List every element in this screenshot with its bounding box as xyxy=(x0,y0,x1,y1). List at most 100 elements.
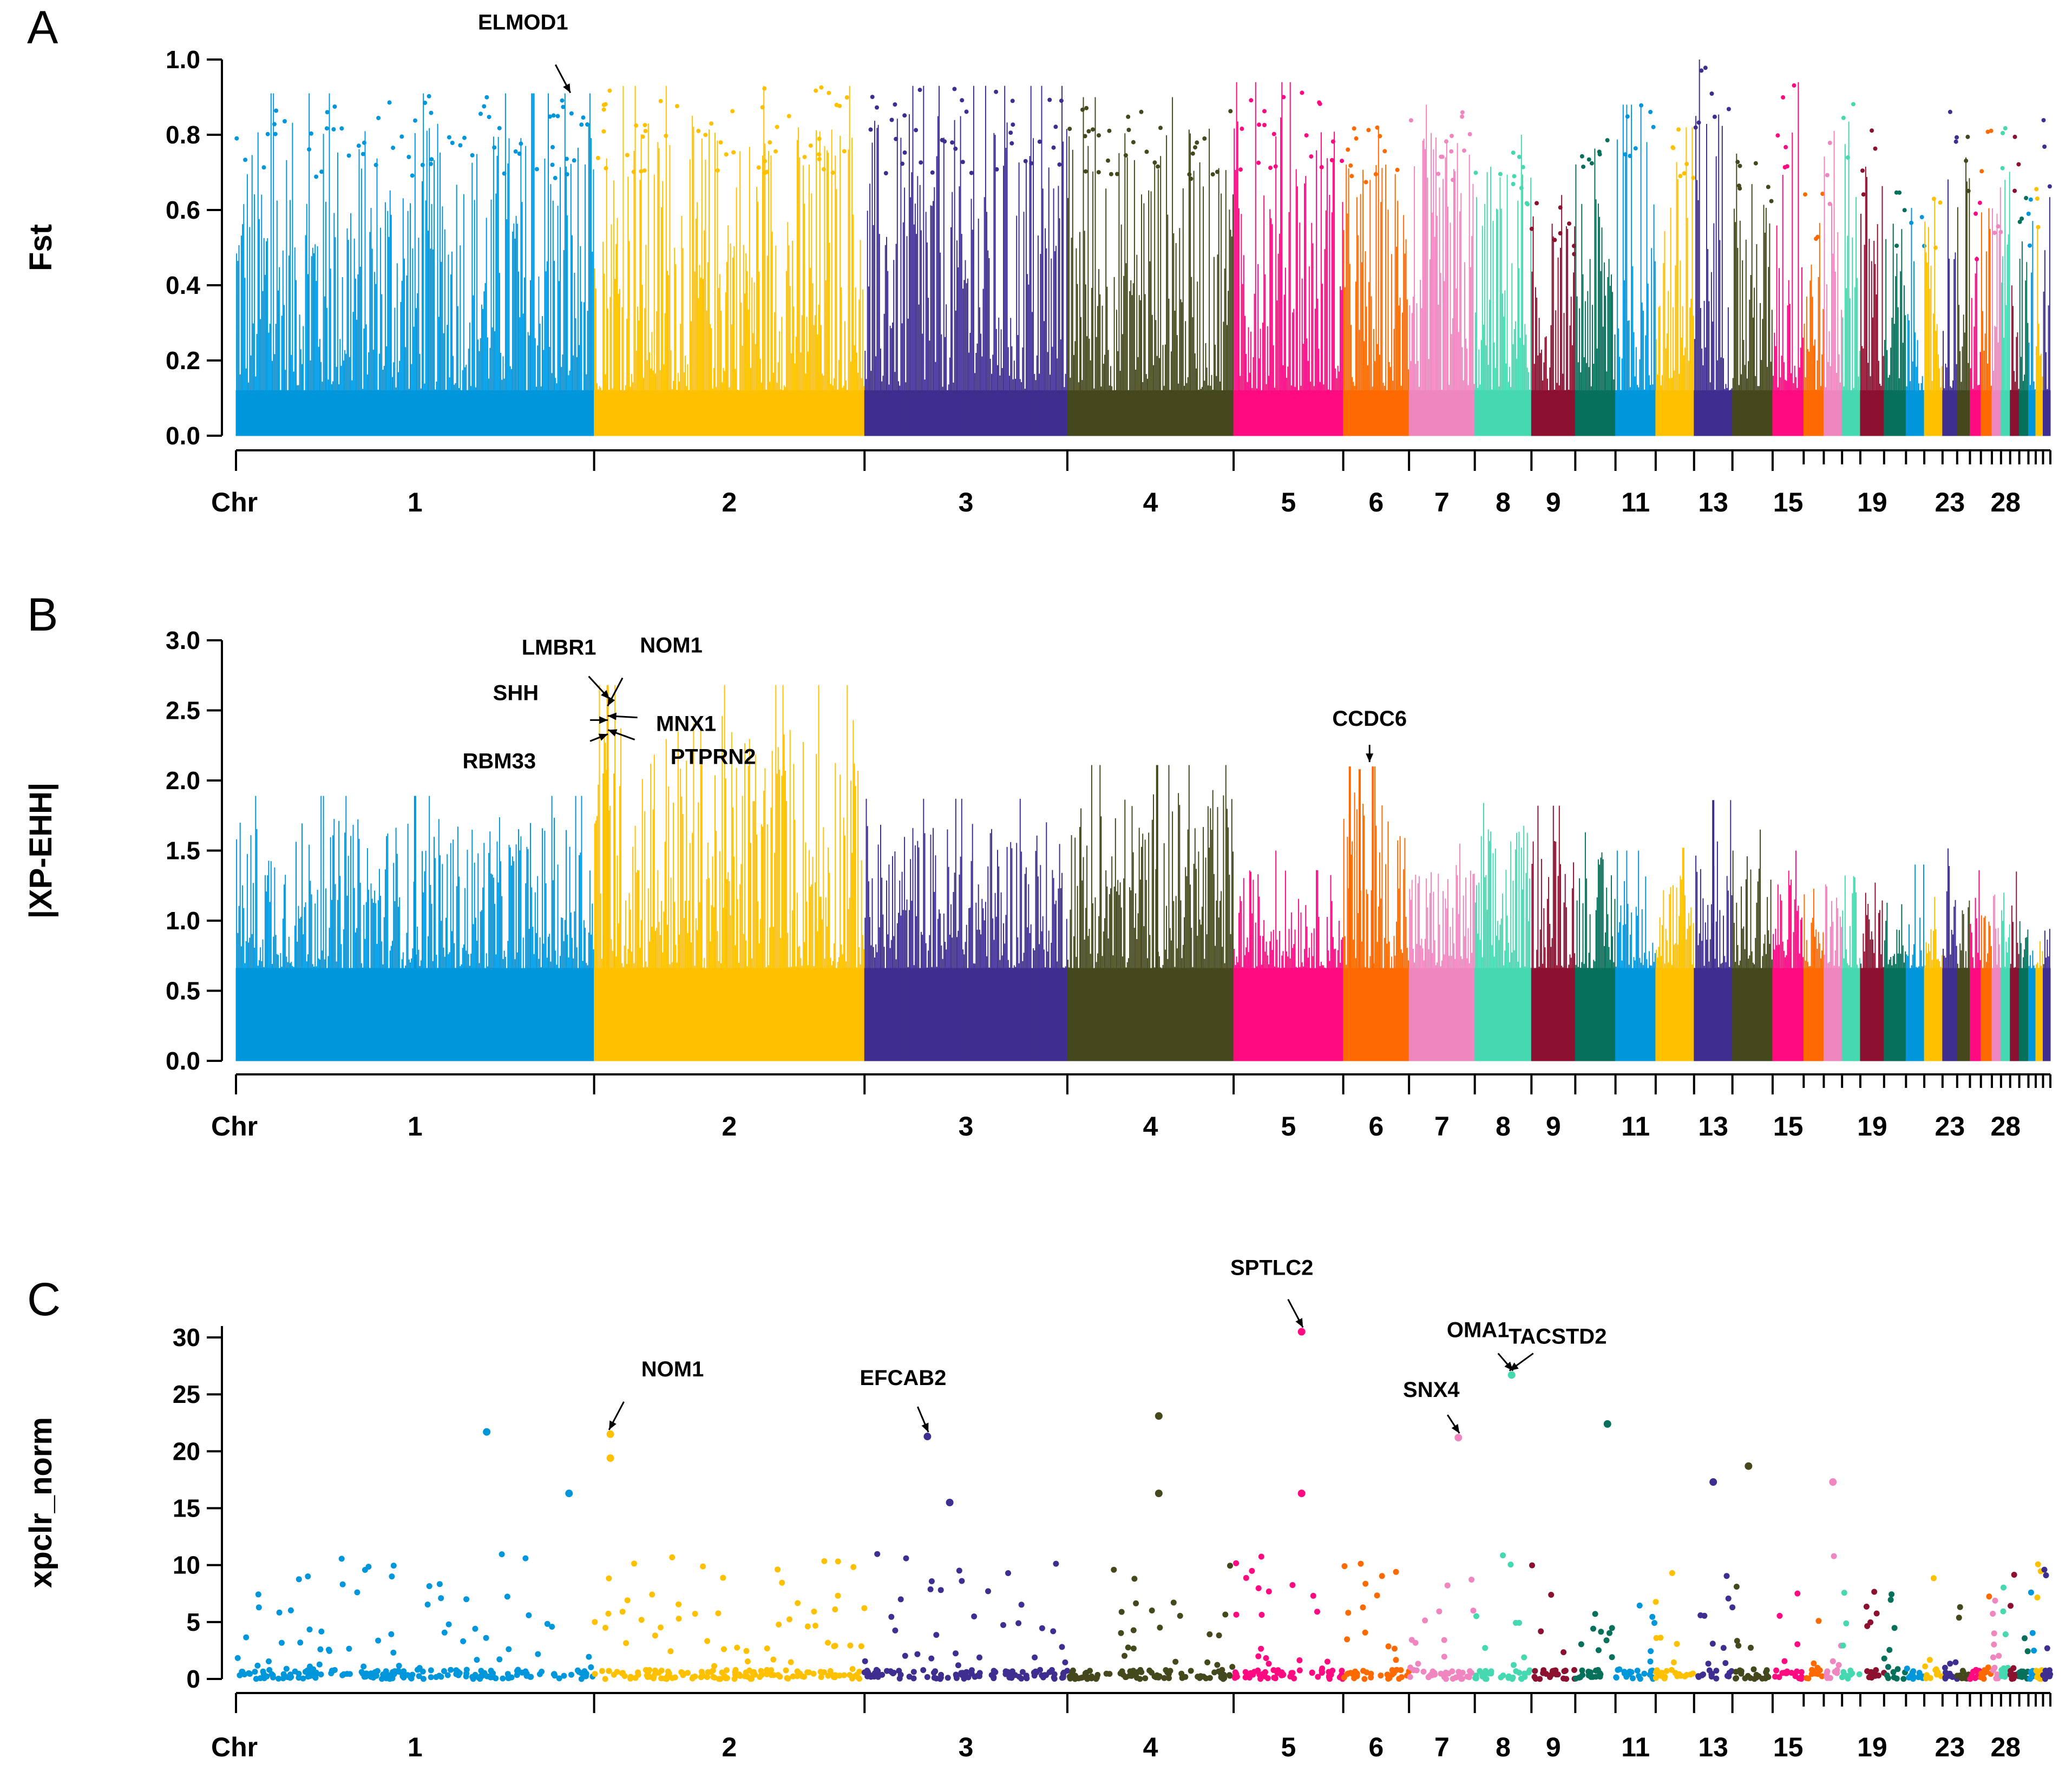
data-point xyxy=(1562,1668,1569,1674)
data-point xyxy=(1990,1654,1996,1661)
data-point xyxy=(930,170,935,175)
data-point xyxy=(775,124,779,129)
data-point xyxy=(910,1675,917,1682)
chromosome-1-series xyxy=(234,1551,596,1682)
data-point xyxy=(1188,1668,1194,1674)
data-point xyxy=(1324,1658,1330,1665)
x-tick-label: 3 xyxy=(959,1111,974,1141)
data-point xyxy=(1296,1667,1303,1674)
data-point xyxy=(1738,1670,1745,1677)
manhattan-spikes xyxy=(1575,148,1616,436)
manhattan-spikes xyxy=(2043,929,2050,1061)
data-point xyxy=(1948,109,1952,114)
data-point xyxy=(888,1613,895,1620)
data-point xyxy=(1633,146,1638,151)
data-point xyxy=(1006,1674,1013,1681)
manhattan-spikes xyxy=(1842,875,1860,1061)
data-point xyxy=(1648,1668,1654,1674)
chromosome-14-series xyxy=(1733,1584,1772,1682)
data-point xyxy=(972,1674,978,1680)
data-point xyxy=(1733,1675,1739,1682)
data-point xyxy=(785,1675,791,1682)
data-point xyxy=(2012,134,2017,139)
data-point xyxy=(1581,165,1586,169)
annotation-arrowhead xyxy=(599,716,608,724)
data-point xyxy=(1106,158,1110,163)
manhattan-spikes xyxy=(1992,187,2001,436)
data-point xyxy=(1156,164,1160,169)
highlight-point xyxy=(1507,1371,1516,1379)
data-point xyxy=(825,1639,831,1646)
data-point xyxy=(1080,107,1085,112)
data-point xyxy=(1538,1628,1544,1635)
data-point xyxy=(388,1631,395,1637)
data-point xyxy=(1986,1593,1992,1600)
data-point xyxy=(969,170,974,175)
data-point xyxy=(266,1667,273,1673)
data-point xyxy=(1123,1674,1129,1680)
data-point xyxy=(312,1675,319,1681)
data-point xyxy=(1467,1668,1473,1675)
manhattan-spikes xyxy=(1531,195,1576,436)
data-point xyxy=(1438,1670,1444,1677)
manhattan-spikes xyxy=(1842,121,1860,436)
data-point xyxy=(1488,1670,1494,1677)
data-point xyxy=(2022,1635,2028,1642)
data-point xyxy=(547,114,552,119)
annotation-arrowhead xyxy=(1295,1318,1303,1328)
data-point xyxy=(1866,1674,1872,1681)
data-point xyxy=(1341,1674,1347,1681)
data-point xyxy=(1820,192,1825,196)
data-point xyxy=(758,1668,764,1674)
data-point xyxy=(836,1672,843,1679)
data-point xyxy=(625,153,630,158)
data-point xyxy=(1281,95,1286,100)
data-point xyxy=(1280,1671,1287,1678)
x-tick-label: 9 xyxy=(1546,1732,1561,1762)
data-point xyxy=(1835,1662,1842,1668)
data-point xyxy=(1648,109,1653,114)
data-point xyxy=(1037,139,1042,144)
data-point xyxy=(1227,1672,1233,1679)
data-point xyxy=(1864,1668,1871,1675)
data-point xyxy=(1091,127,1095,132)
y-tick-label: 0.4 xyxy=(166,271,200,299)
data-point xyxy=(1726,107,1731,111)
data-point xyxy=(605,1610,612,1617)
data-point xyxy=(1053,124,1058,129)
x-tick-label: 19 xyxy=(1857,1732,1887,1762)
data-point xyxy=(1122,1652,1127,1659)
data-point xyxy=(1262,123,1267,127)
data-point xyxy=(1385,1643,1392,1650)
data-point xyxy=(817,157,822,161)
data-point xyxy=(1233,1560,1240,1566)
data-point xyxy=(1845,155,1850,160)
data-point xyxy=(428,1667,434,1674)
dense-block xyxy=(1067,968,1234,1061)
data-point xyxy=(1326,1674,1332,1681)
data-point xyxy=(1753,161,1758,166)
data-point xyxy=(1193,145,1197,150)
data-point xyxy=(448,1667,454,1673)
data-point xyxy=(1040,1674,1046,1681)
data-point xyxy=(2043,1572,2049,1578)
data-point xyxy=(715,1610,722,1617)
data-point xyxy=(339,1581,346,1587)
data-point xyxy=(1784,145,1788,149)
data-point xyxy=(1909,220,1914,225)
data-point xyxy=(370,1670,376,1677)
data-point xyxy=(1244,1674,1251,1680)
data-point xyxy=(1990,1611,1996,1617)
data-point xyxy=(1072,1676,1078,1682)
x-tick-label: 13 xyxy=(1698,487,1728,517)
data-point xyxy=(309,131,313,136)
data-point xyxy=(889,117,894,122)
data-point xyxy=(502,171,507,176)
chromosome-14-series xyxy=(1732,153,1774,436)
data-point xyxy=(234,136,239,141)
data-point xyxy=(1571,244,1576,248)
gene-annotation-label: CCDC6 xyxy=(1332,707,1407,731)
manhattan-spikes xyxy=(1615,104,1656,436)
data-point xyxy=(504,1593,510,1600)
